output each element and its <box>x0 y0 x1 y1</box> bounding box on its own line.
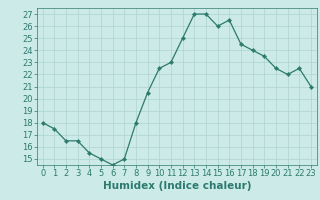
X-axis label: Humidex (Indice chaleur): Humidex (Indice chaleur) <box>102 181 251 191</box>
